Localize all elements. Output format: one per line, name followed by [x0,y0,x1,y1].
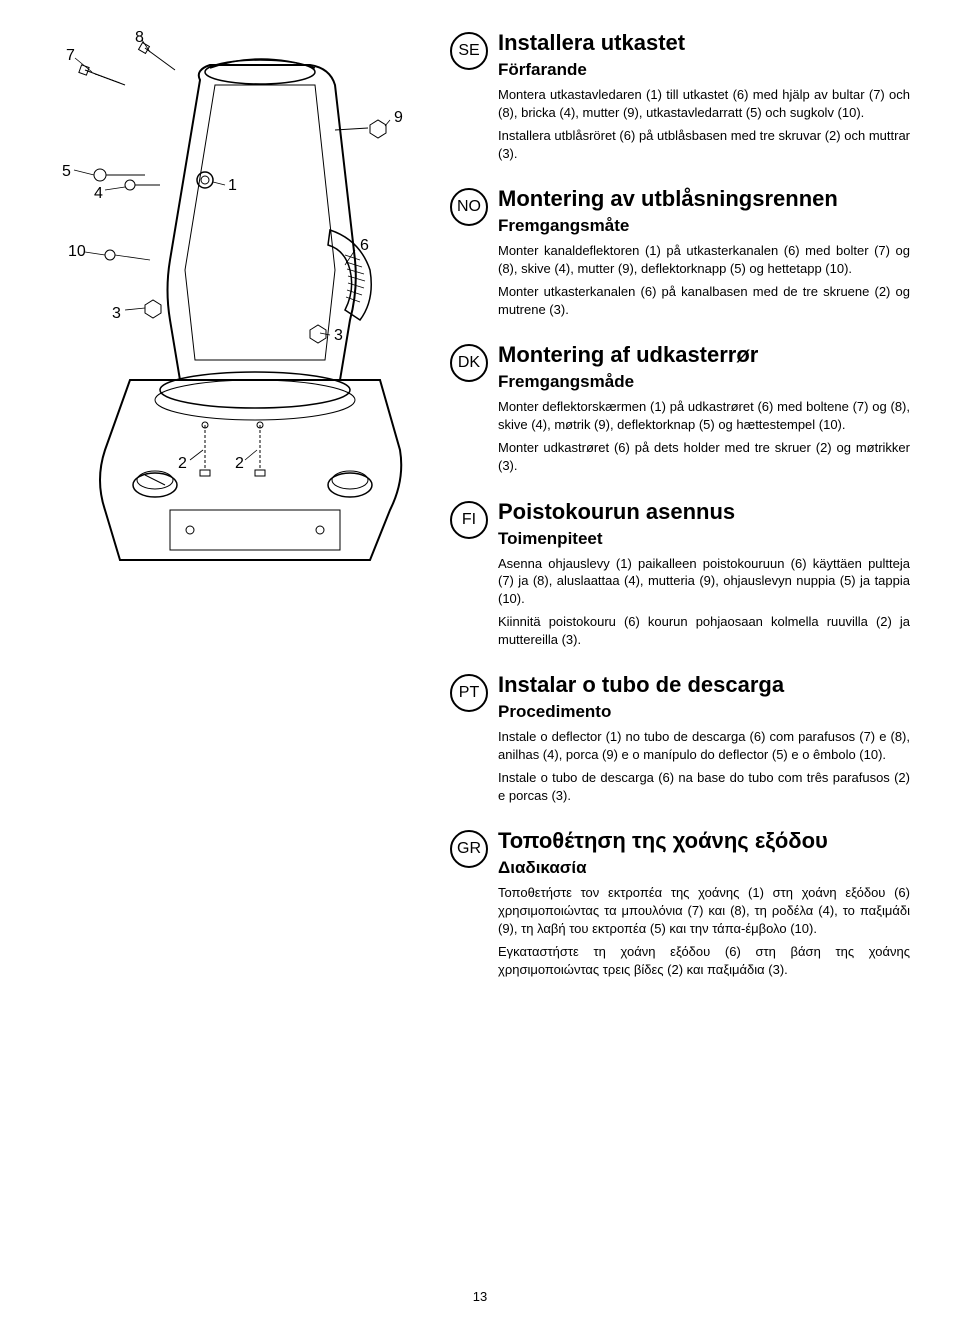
diagram-label-3b: 3 [334,327,343,344]
diagram-label-6: 6 [360,237,369,254]
lang-badge-no: NO [450,188,488,226]
para-gr-1: Τοποθετήστε τον εκτροπέα της χοάνης (1) … [498,884,910,937]
para-pt-2: Instale o tubo de descarga (6) na base d… [498,769,910,804]
para-se-1: Montera utkastavledaren (1) till utkaste… [498,86,910,121]
subtitle-dk: Fremgangsmåde [498,372,910,392]
para-fi-1: Asenna ohjauslevy (1) paikalleen poistok… [498,555,910,608]
content-pt: Instalar o tubo de descarga Procedimento… [498,672,910,810]
lang-badge-fi: FI [450,501,488,539]
lang-badge-gr: GR [450,830,488,868]
subtitle-no: Fremgangsmåte [498,216,910,236]
lang-badge-dk: DK [450,344,488,382]
lang-badge-pt: PT [450,674,488,712]
title-dk: Montering af udkasterrør [498,342,910,368]
title-se: Installera utkastet [498,30,910,56]
para-no-1: Monter kanaldeflektoren (1) på utkasterk… [498,242,910,277]
diagram-label-7: 7 [66,47,75,64]
title-pt: Instalar o tubo de descarga [498,672,910,698]
subtitle-pt: Procedimento [498,702,910,722]
diagram-label-10: 10 [68,243,86,260]
page-number: 13 [473,1289,487,1304]
para-dk-2: Monter udkastrøret (6) på dets holder me… [498,439,910,474]
para-se-2: Installera utblåsröret (6) på utblåsbase… [498,127,910,162]
para-dk-1: Monter deflektorskærmen (1) på udkastrør… [498,398,910,433]
section-no: NO Montering av utblåsningsrennen Fremga… [450,186,910,324]
para-no-2: Monter utkasterkanalen (6) på kanalbasen… [498,283,910,318]
diagram-label-3a: 3 [112,305,121,322]
content-fi: Poistokourun asennus Toimenpiteet Asenna… [498,499,910,655]
subtitle-se: Förfarande [498,60,910,80]
title-gr: Τοποθέτηση της χοάνης εξόδου [498,828,910,854]
para-pt-1: Instale o deflector (1) no tubo de desca… [498,728,910,763]
assembly-diagram: 7 8 5 4 1 9 10 3 6 3 2 2 [50,30,430,590]
diagram-label-9: 9 [394,109,403,126]
content-gr: Τοποθέτηση της χοάνης εξόδου Διαδικασία … [498,828,910,984]
title-fi: Poistokourun asennus [498,499,910,525]
content-dk: Montering af udkasterrør Fremgangsmåde M… [498,342,910,480]
content-no: Montering av utblåsningsrennen Fremgangs… [498,186,910,324]
diagram-label-4: 4 [94,185,103,202]
subtitle-gr: Διαδικασία [498,858,910,878]
title-no: Montering av utblåsningsrennen [498,186,910,212]
section-fi: FI Poistokourun asennus Toimenpiteet Ase… [450,499,910,655]
para-fi-2: Kiinnitä poistokouru (6) kourun pohjaosa… [498,613,910,648]
diagram-label-2a: 2 [178,455,187,472]
content-se: Installera utkastet Förfarande Montera u… [498,30,910,168]
page-layout: 7 8 5 4 1 9 10 3 6 3 2 2 SE Installera u… [50,30,910,1002]
section-dk: DK Montering af udkasterrør Fremgangsmåd… [450,342,910,480]
lang-badge-se: SE [450,32,488,70]
diagram-label-2b: 2 [235,455,244,472]
diagram-column: 7 8 5 4 1 9 10 3 6 3 2 2 [50,30,430,1002]
subtitle-fi: Toimenpiteet [498,529,910,549]
section-se: SE Installera utkastet Förfarande Monter… [450,30,910,168]
diagram-label-8: 8 [135,30,144,46]
para-gr-2: Εγκαταστήστε τη χοάνη εξόδου (6) στη βάσ… [498,943,910,978]
diagram-label-1: 1 [228,177,237,194]
diagram-label-5: 5 [62,163,71,180]
section-pt: PT Instalar o tubo de descarga Procedime… [450,672,910,810]
instructions-column: SE Installera utkastet Förfarande Monter… [450,30,910,1002]
section-gr: GR Τοποθέτηση της χοάνης εξόδου Διαδικασ… [450,828,910,984]
